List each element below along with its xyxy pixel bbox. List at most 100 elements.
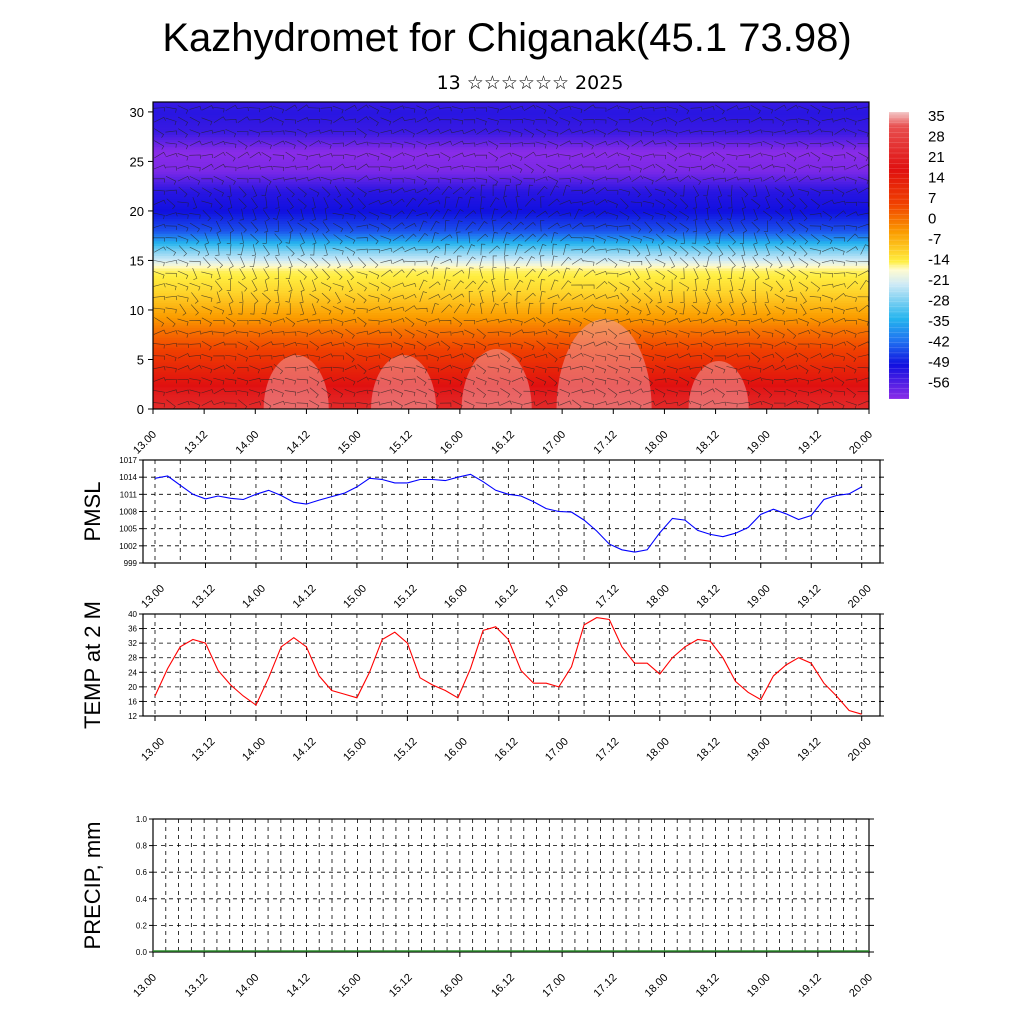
wind-barb [643,375,653,387]
wind-barb [392,400,403,409]
wind-barb [333,163,345,171]
wind-barb [416,187,429,194]
pmsl-y-tick-label: 1005 [119,525,137,534]
wind-barb [786,129,799,134]
wind-barb [524,268,536,278]
wind-barb [774,175,787,183]
heatmap-band [153,342,869,346]
wind-barb [750,366,762,373]
wind-barb [166,198,176,210]
wind-barb [285,186,295,198]
wind-barb [765,185,770,198]
wind-barb [763,220,769,232]
wind-barb [452,388,463,398]
wind-barb [559,306,572,311]
wind-barb [332,355,344,360]
wind-barb [356,402,368,408]
wind-barb [750,388,761,398]
wind-barb [833,366,845,372]
wind-barb [702,365,714,374]
wind-barb [702,163,715,170]
wind-barb [728,245,736,257]
temp-x-tick-label: 15.12 [392,736,420,764]
wind-barb [726,208,734,220]
heatmap-band [153,332,869,336]
wind-barb [692,279,697,292]
wind-barb [857,164,869,170]
wind-barb [177,318,189,326]
wind-barb [714,164,726,173]
heatmap-band [153,218,869,222]
wind-barb [476,341,487,351]
wind-barb [236,319,249,325]
wind-barb [225,354,237,361]
wind-barb [368,329,381,335]
wind-barb [239,208,244,221]
wind-barb [690,390,702,396]
wind-barb [299,303,305,316]
wind-barb [595,354,607,361]
heatmap-band [153,238,869,242]
heatmap-band [153,230,869,234]
wind-barb [798,175,811,183]
wind-barb [239,232,244,245]
wind-barb [380,142,392,148]
wind-barb [738,142,750,148]
wind-barb [690,107,703,112]
wind-barb [177,213,189,219]
wind-barb [415,355,428,360]
wind-barb [535,153,548,159]
wind-barb [332,342,345,347]
wind-barb [788,256,795,269]
wind-barb [455,220,463,232]
wind-barb [774,210,785,221]
wind-barb [655,175,668,182]
wind-barb [504,267,510,279]
wind-barb [679,303,685,315]
wind-barb [201,141,214,146]
wind-barb [368,199,381,205]
wind-barb [263,256,270,269]
heatmap-band [153,119,869,123]
wind-barb [239,291,244,304]
wind-barb [345,186,355,198]
wind-barb [344,153,356,160]
wind-barb [251,280,258,292]
precip-x-tick-label: 14.00 [233,972,261,1000]
wind-barb [248,319,261,325]
wind-barb [551,302,558,315]
wind-barb [492,219,497,232]
wind-barb [667,163,678,174]
wind-barb [690,165,703,170]
wind-barb [845,260,857,266]
wind-barb [655,269,666,280]
wind-barb [547,153,560,158]
wind-barb [619,235,630,244]
wind-barb [214,210,224,221]
wind-barb [309,400,320,409]
wind-barb [441,185,453,196]
wind-barb [428,141,441,146]
colorbar-label: -7 [928,231,941,248]
cross-section-x-tick-label: 18.00 [643,429,671,457]
wind-barb [439,107,452,112]
wind-barb [679,222,689,233]
precip-x-tick-label: 18.12 [694,972,722,1000]
wind-barb [344,118,357,123]
wind-barb [428,200,441,205]
wind-barb [261,329,274,335]
wind-barb [715,104,725,115]
wind-barb [821,377,834,382]
wind-barb [153,260,165,267]
wind-barb [248,165,261,170]
wind-barb [322,221,330,233]
wind-barb [774,116,785,126]
wind-barb [643,164,656,170]
pmsl-x-tick-label: 17.12 [593,583,621,611]
wind-barb [380,177,392,184]
wind-barb [595,318,608,323]
wind-barb [535,330,548,335]
wind-barb [248,119,261,124]
temp-x-tick-label: 18.12 [694,736,722,764]
wind-barb [464,129,477,134]
